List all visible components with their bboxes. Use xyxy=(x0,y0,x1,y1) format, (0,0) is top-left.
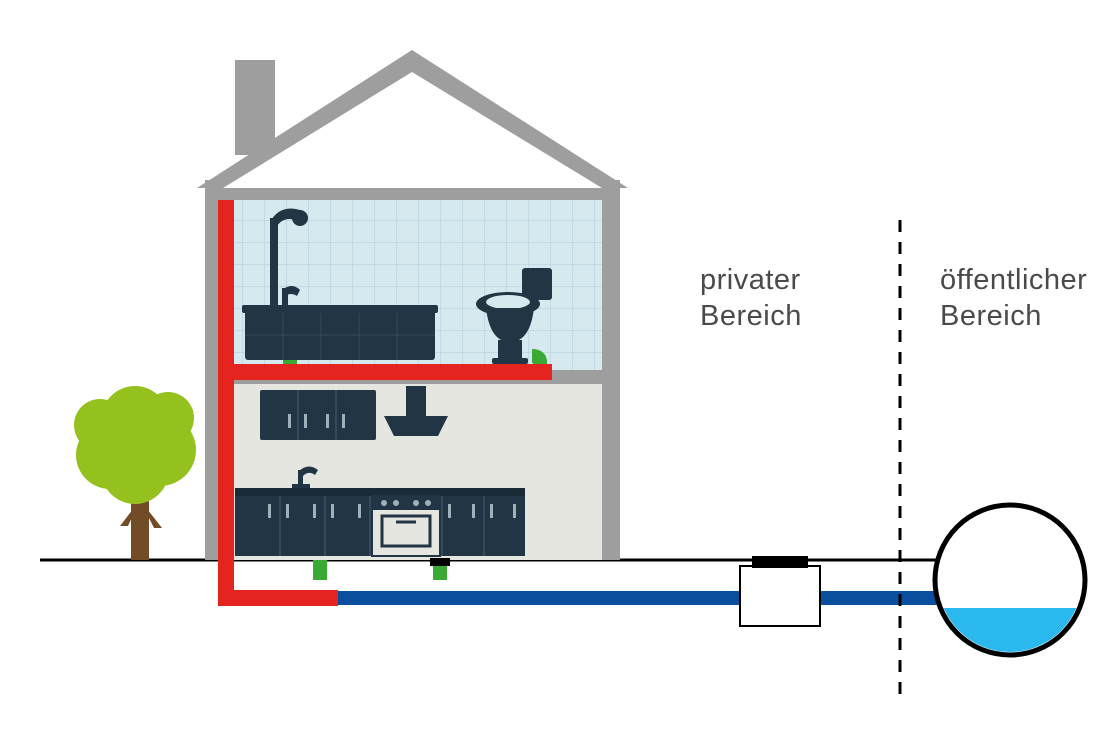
green-stubs-ground xyxy=(320,560,440,580)
floor-drain-cap xyxy=(430,558,450,566)
house-ceiling xyxy=(223,188,602,200)
diagram-stage: privater Bereich öffentlicher Bereich xyxy=(0,0,1112,746)
diagram-svg xyxy=(0,0,1112,746)
oven xyxy=(372,496,440,556)
upper-cabinets xyxy=(260,390,376,440)
sewer-main xyxy=(935,505,1085,668)
chimney xyxy=(235,60,275,155)
tree xyxy=(74,386,196,560)
house-wall-right xyxy=(602,180,620,560)
inspection-box xyxy=(740,556,820,626)
